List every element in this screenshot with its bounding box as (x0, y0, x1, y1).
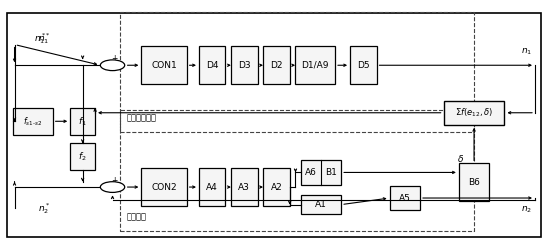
Text: $f_1$: $f_1$ (78, 115, 87, 128)
Text: 丝杆控制: 丝杆控制 (127, 212, 147, 221)
Text: D3: D3 (238, 61, 251, 70)
Bar (199, 46, 225, 84)
Text: A5: A5 (399, 194, 411, 203)
Text: D2: D2 (270, 61, 282, 70)
Circle shape (100, 60, 125, 71)
Bar (350, 46, 377, 84)
Text: A3: A3 (238, 183, 250, 192)
Text: $n_1^*$: $n_1^*$ (34, 31, 46, 46)
Text: $n_2$: $n_2$ (521, 205, 532, 215)
Text: CON2: CON2 (151, 183, 177, 192)
Bar (390, 186, 420, 210)
Text: D4: D4 (206, 61, 219, 70)
Text: $n_2^*$: $n_2^*$ (38, 201, 50, 216)
Bar (301, 160, 341, 185)
Bar (263, 46, 290, 84)
Text: D5: D5 (357, 61, 370, 70)
Text: 储缆卷筒控制: 储缆卷筒控制 (127, 113, 157, 122)
Text: -: - (91, 60, 95, 70)
Text: A1: A1 (315, 200, 327, 209)
Text: +: + (111, 176, 118, 185)
Text: $\Sigma f(e_{12},\delta)$: $\Sigma f(e_{12},\delta)$ (455, 107, 493, 119)
Bar (231, 168, 258, 206)
Text: $n_1$: $n_1$ (521, 47, 532, 57)
Text: -: - (91, 182, 95, 192)
Bar (142, 168, 186, 206)
Text: B1: B1 (325, 168, 337, 177)
Text: D1/A9: D1/A9 (301, 61, 329, 70)
Bar (199, 168, 225, 206)
Text: CON1: CON1 (151, 61, 177, 70)
Text: $\delta$: $\delta$ (457, 153, 464, 164)
Text: A2: A2 (270, 183, 282, 192)
Bar (13, 108, 53, 135)
Text: $f_2$: $f_2$ (78, 150, 87, 163)
Bar (142, 46, 186, 84)
Text: B6: B6 (468, 178, 480, 187)
Bar (70, 143, 95, 170)
Text: $n_1^*$: $n_1^*$ (38, 31, 50, 46)
Text: A4: A4 (206, 183, 218, 192)
Text: A6: A6 (305, 168, 317, 177)
Bar (70, 108, 95, 135)
Bar (443, 101, 504, 125)
Bar (263, 168, 290, 206)
Text: $f_{s1\text{-}s2}$: $f_{s1\text{-}s2}$ (23, 115, 42, 128)
Bar (301, 195, 341, 214)
Circle shape (100, 182, 125, 192)
Bar (120, 110, 474, 231)
Bar (295, 46, 335, 84)
Bar (459, 163, 490, 201)
Bar (231, 46, 258, 84)
Bar (120, 12, 474, 132)
Text: +: + (111, 54, 118, 63)
